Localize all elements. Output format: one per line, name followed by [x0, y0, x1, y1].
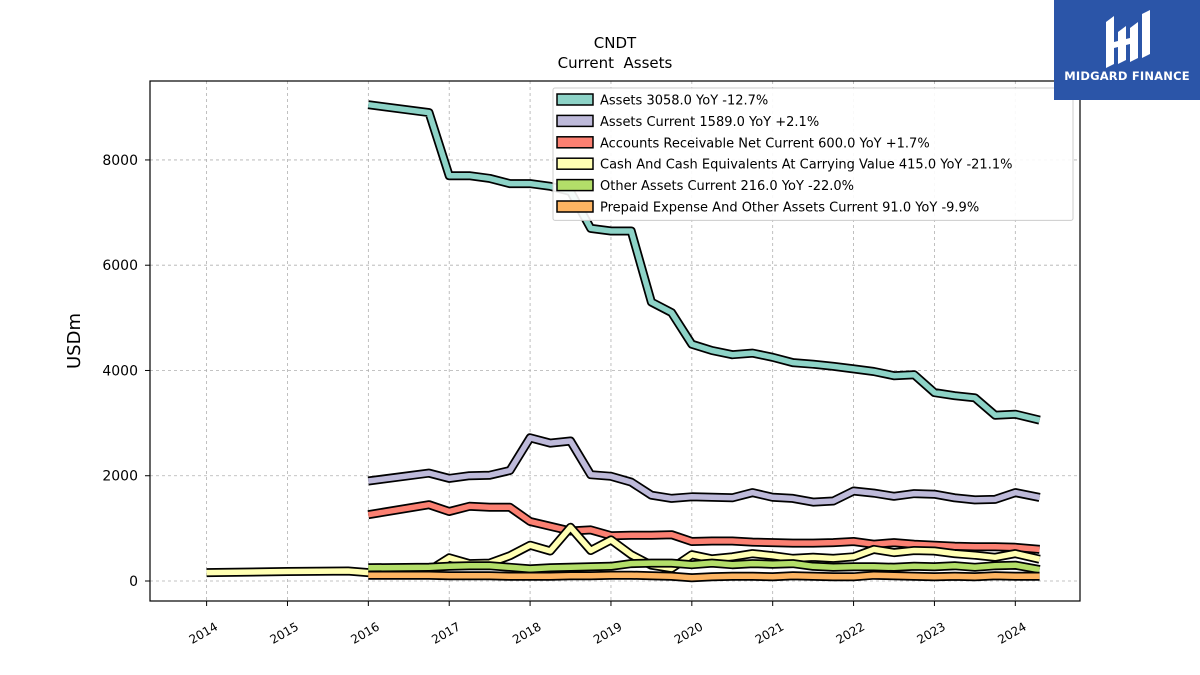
- legend-swatch: [556, 200, 594, 213]
- series-stroke: [367, 435, 1041, 505]
- series-stroke: [367, 501, 1040, 553]
- plot-area: [206, 100, 1041, 583]
- y-tick-label: 2000: [102, 469, 138, 485]
- legend-item: Assets Current 1589.0 YoY +2.1%: [556, 114, 819, 130]
- x-tick-label: 2016: [348, 619, 381, 646]
- legend-item: Cash And Cash Equivalents At Carrying Va…: [556, 157, 1012, 173]
- legend-swatch: [556, 157, 594, 170]
- legend-item: Accounts Receivable Net Current 600.0 Yo…: [556, 136, 930, 151]
- legend-label: Accounts Receivable Net Current 600.0 Yo…: [600, 136, 930, 151]
- y-tick-label: 0: [129, 574, 138, 590]
- legend-item: Assets 3058.0 YoY -12.7%: [556, 93, 768, 109]
- legend-label: Assets 3058.0 YoY -12.7%: [600, 94, 768, 109]
- legend-swatch: [556, 136, 594, 149]
- legend-swatch: [556, 114, 594, 128]
- x-tick-label: 2015: [268, 619, 301, 646]
- series-line-6: [368, 570, 1040, 583]
- legend-label: Assets Current 1589.0 YoY +2.1%: [600, 115, 819, 130]
- x-tick-label: 2022: [834, 619, 867, 646]
- legend-label: Other Assets Current 216.0 YoY -22.0%: [600, 179, 854, 194]
- series-stroke: [368, 560, 1041, 573]
- series-stroke: [368, 572, 1040, 581]
- legend-swatch: [556, 93, 594, 106]
- x-axis: 2014 2015 2016 2017 2018 2019 2020 2021 2022 2023…: [187, 601, 1029, 647]
- x-tick-label: 2021: [753, 619, 786, 646]
- x-tick-label: 2019: [591, 619, 624, 646]
- y-axis: 0 2000 4000 6000 8000: [102, 153, 150, 590]
- legend: Assets 3058.0 YoY -12.7% Assets Current 1…: [552, 87, 1074, 221]
- legend-label: Prepaid Expense And Other Assets Current…: [600, 201, 979, 216]
- legend-box: [552, 87, 1074, 221]
- series-line-5: [368, 558, 1041, 575]
- legend-item: Other Assets Current 216.0 YoY -22.0%: [556, 178, 854, 194]
- y-axis-label: USDm: [64, 313, 85, 369]
- legend-swatch: [556, 178, 594, 192]
- legend-label: Cash And Cash Equivalents At Carrying Va…: [600, 158, 1012, 173]
- brand-logo: MIDGARD FINANCE: [1054, 0, 1200, 100]
- x-tick-label: 2020: [672, 619, 705, 646]
- x-tick-label: 2024: [995, 619, 1028, 646]
- axes-frame: [149, 80, 1081, 602]
- series-stroke: [367, 101, 1041, 423]
- x-tick-label: 2017: [429, 619, 462, 646]
- brand-name: MIDGARD FINANCE: [1064, 69, 1190, 83]
- y-tick-label: 6000: [102, 258, 138, 274]
- series-line-1: [367, 100, 1041, 425]
- y-tick-label: 4000: [102, 363, 138, 379]
- chart-title: CNDT: [594, 34, 637, 52]
- chart-subtitle: Current Assets: [558, 54, 673, 72]
- x-tick-label: 2014: [187, 619, 220, 646]
- x-tick-label: 2023: [914, 619, 947, 646]
- series-line-2: [367, 433, 1041, 507]
- x-tick-label: 2018: [510, 619, 543, 646]
- y-tick-label: 8000: [102, 153, 138, 169]
- brand-mark-icon: [1106, 10, 1150, 68]
- series-line-3: [367, 500, 1040, 554]
- legend-item: Prepaid Expense And Other Assets Current…: [556, 200, 979, 216]
